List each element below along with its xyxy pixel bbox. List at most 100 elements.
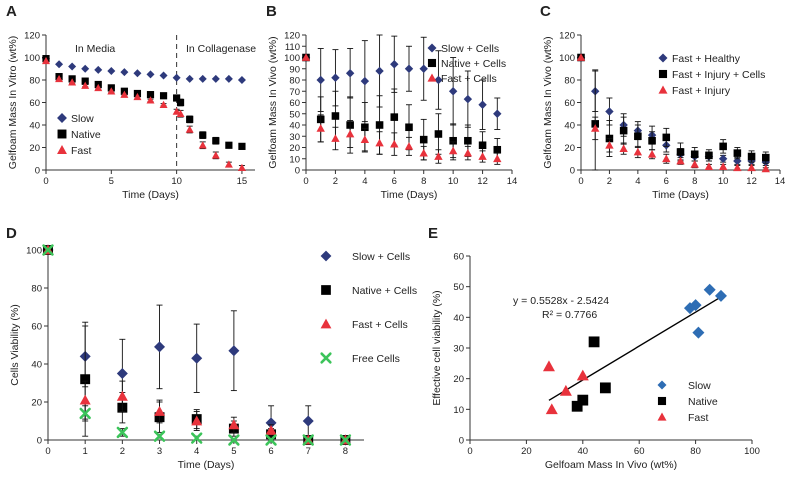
data-point — [265, 434, 277, 446]
panel-b-y-tick-label: 0 — [295, 166, 300, 177]
panel-a-y-tick-label: 120 — [24, 31, 40, 42]
legend-label: Fast — [688, 412, 709, 424]
data-point — [434, 130, 443, 138]
panel-a-x-tick-label: 10 — [171, 176, 182, 187]
panel-d-x-tick-label: 5 — [231, 446, 236, 457]
panel-c-x-tick-label: 8 — [692, 176, 697, 187]
data-point — [224, 160, 233, 168]
data-point — [690, 160, 699, 168]
data-point — [159, 71, 168, 80]
data-point — [375, 66, 384, 76]
panel-c-y-tick-label: 80 — [564, 76, 575, 87]
data-point — [545, 403, 558, 415]
panel-c-legend: Fast + Healthy Fast + Injury + Cells Fast … — [658, 53, 765, 97]
panel-a-series-fast — [42, 56, 246, 171]
data-point — [633, 147, 643, 156]
legend-marker — [658, 53, 668, 63]
panel-d-y-tick-label: 40 — [31, 360, 42, 371]
data-point — [176, 109, 185, 117]
panel-d-legend: Slow + Cells Native + Cells Fast + Cells Fr… — [320, 250, 417, 365]
data-point — [577, 394, 589, 406]
data-point — [559, 384, 572, 396]
panel-d-x-tick-label: 7 — [306, 446, 311, 457]
data-point — [237, 163, 246, 171]
panel-c-y-tick-label: 20 — [564, 143, 575, 154]
data-point — [55, 60, 64, 69]
legend-label: Slow + Cells — [352, 251, 410, 263]
data-point — [116, 368, 128, 379]
panel-a-y-tick-label: 100 — [24, 53, 40, 64]
panel-b: B — [266, 3, 277, 20]
data-point — [331, 73, 340, 82]
data-point — [185, 125, 194, 133]
data-point — [339, 434, 352, 446]
data-point — [676, 156, 685, 165]
data-point — [405, 123, 413, 132]
data-point — [302, 415, 314, 427]
data-point — [173, 94, 181, 102]
data-point — [647, 150, 657, 158]
legend-marker — [57, 145, 67, 154]
data-point — [225, 141, 233, 149]
panel-a-label: A — [6, 3, 17, 20]
data-point — [747, 163, 756, 172]
data-point — [302, 434, 314, 446]
data-point — [747, 152, 756, 161]
data-point — [463, 148, 473, 157]
data-point — [690, 150, 699, 159]
data-point — [434, 152, 443, 160]
data-point — [68, 62, 77, 71]
data-point — [153, 430, 166, 442]
legend-label: Fast + Healthy — [672, 53, 741, 65]
data-point — [211, 74, 220, 83]
data-point-stroke-2 — [265, 434, 277, 446]
panel-e-series-slow — [683, 283, 727, 339]
panel-d-x-tick-label: 8 — [343, 446, 348, 457]
data-point — [228, 345, 240, 357]
data-point — [419, 64, 428, 73]
data-point — [107, 67, 116, 75]
data-point — [390, 139, 399, 148]
panel-c-y-tick-label: 100 — [559, 53, 575, 64]
panel-b-y-tick-label: 100 — [284, 53, 300, 64]
panel-c-x-tick-label: 2 — [607, 176, 612, 187]
data-point — [94, 65, 103, 74]
panel-d-y-tick-label: 20 — [31, 398, 42, 409]
legend-marker — [657, 412, 667, 421]
data-point — [133, 69, 142, 78]
panel-c-series-fast-injury — [576, 53, 770, 173]
panel-e-x-tick-label: 0 — [467, 446, 472, 457]
data-point — [176, 98, 185, 107]
panel-b-y-tick-label: 10 — [289, 154, 300, 165]
panel-c-y-tick-label: 0 — [570, 166, 575, 177]
data-point — [198, 141, 207, 149]
panel-e-label: E — [428, 225, 438, 242]
data-point-stroke-2 — [42, 244, 54, 256]
panel-e-x-axis-label: Gelfoam Mass In Vivo (wt%) — [545, 459, 677, 471]
panel-d-y-axis-label: Cells Viability (%) — [9, 304, 21, 386]
data-point — [265, 417, 277, 429]
panel-e-y-tick-label: 50 — [453, 282, 464, 293]
legend-label: Slow — [688, 380, 711, 392]
data-point — [146, 96, 155, 104]
legend-label: Fast — [71, 145, 92, 157]
panel-c-x-tick-label: 0 — [578, 176, 583, 187]
panel-b-series-fast-cells — [301, 53, 502, 165]
panel-c-x-axis-label: Time (Days) — [652, 189, 709, 201]
data-point — [478, 141, 487, 150]
data-point — [120, 90, 129, 98]
data-point — [714, 289, 727, 302]
panel-d-label: D — [6, 225, 17, 242]
data-point — [648, 136, 656, 145]
plot-e: 0 20 40 60 80 100 0 10 20 30 40 50 60 Gelfoam Mass In… — [431, 252, 760, 472]
data-point — [375, 121, 384, 129]
panel-e-trendline — [548, 296, 722, 401]
legend-marker — [57, 113, 67, 123]
data-point — [571, 400, 583, 412]
legend-marker — [320, 250, 332, 262]
data-point — [146, 91, 155, 99]
panel-b-y-tick-label: 60 — [289, 98, 300, 109]
data-point — [107, 87, 116, 95]
